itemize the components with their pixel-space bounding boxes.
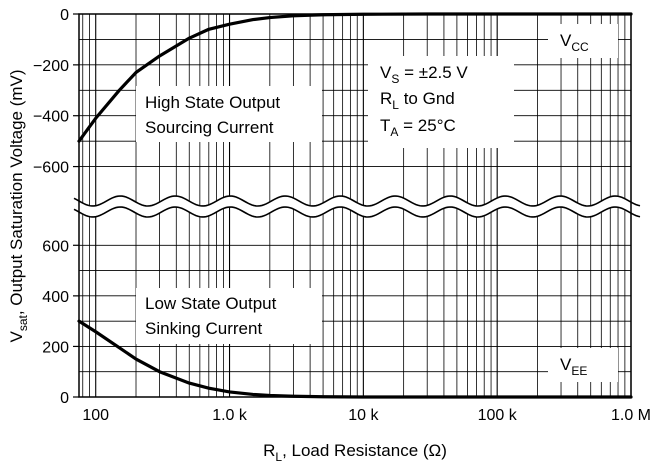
y-tick-label: −200 [33, 58, 69, 75]
x-tick-label: 100 k [478, 407, 518, 424]
vcc-label-bg [548, 24, 618, 58]
supply-voltage-label: VS = ±2.5 V [380, 63, 468, 86]
conditions-label-bg [368, 56, 514, 148]
y-tick-label: 0 [60, 7, 69, 24]
tick-layer: 100 1.0 k 10 k 100 k 1.0 M 0 −200 −400 −600 0 200 4… [33, 7, 651, 424]
high-state-label-bg [136, 86, 322, 142]
x-axis-title: RL, Load Resistance (Ω) [263, 441, 447, 464]
vee-label-bg [548, 348, 618, 382]
load-resistance-label: RL to Gnd [380, 89, 455, 112]
y-tick-label: −600 [33, 160, 69, 177]
low-state-label-line2: Sinking Current [145, 319, 262, 338]
high-state-label-line1: High State Output [145, 93, 280, 112]
y-axis-title: Vsat, Output Saturation Voltage (mV) [7, 69, 30, 342]
axis-break-wave-bottom [73, 206, 641, 218]
vcc-label: VCC [560, 31, 589, 54]
low-state-label-line1: Low State Output [145, 294, 277, 313]
y-tick-label: 600 [42, 238, 69, 255]
y-tick-label: 0 [60, 390, 69, 407]
axis-break-wave-top [73, 195, 641, 207]
plot-frame [78, 13, 632, 398]
x-tick-label: 100 [82, 407, 109, 424]
x-tick-label: 1.0 k [212, 407, 248, 424]
x-tick-label: 10 k [348, 407, 379, 424]
y-tick-label: 200 [42, 339, 69, 356]
vee-label: VEE [560, 355, 587, 378]
high-state-label-line2: Sourcing Current [145, 118, 274, 137]
axis-break [73, 195, 641, 218]
y-tick-label: −400 [33, 109, 69, 126]
low-state-label-bg [136, 288, 322, 344]
x-tick-label: 1.0 M [611, 407, 651, 424]
ambient-temp-label: TA = 25°C [380, 116, 456, 139]
y-tick-label: 400 [42, 289, 69, 306]
